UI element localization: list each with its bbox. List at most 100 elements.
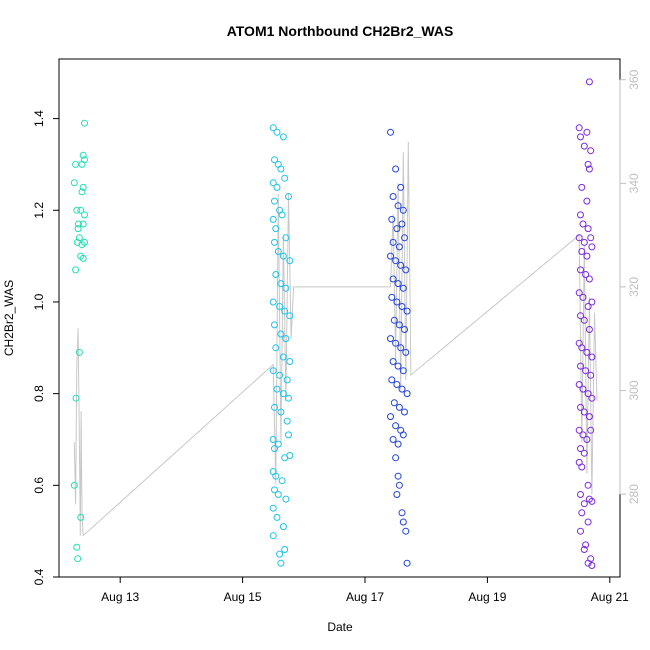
data-point-series-4 (588, 243, 596, 251)
data-point-series-4 (583, 252, 591, 260)
data-point-series-2 (272, 344, 280, 352)
data-point-series-4 (578, 509, 586, 517)
data-point-series-4 (577, 133, 584, 141)
data-point-series-4 (583, 348, 591, 356)
data-point-series-2 (269, 124, 277, 132)
x-tick-label: Aug 15 (224, 590, 262, 604)
data-point-series-3 (387, 252, 394, 260)
data-point-series-1 (79, 220, 87, 228)
data-point-series-4 (578, 248, 586, 255)
data-point-series-4 (579, 431, 587, 439)
data-point-series-2 (285, 431, 292, 439)
x-tick-label: Aug 19 (468, 590, 506, 604)
data-point-series-4 (584, 518, 592, 526)
data-point-series-2 (286, 257, 294, 265)
data-point-series-2 (282, 495, 290, 503)
data-point-series-2 (274, 491, 282, 498)
data-point-series-2 (276, 550, 284, 558)
data-point-series-2 (273, 513, 281, 521)
data-point-series-4 (580, 142, 588, 150)
data-point-series-3 (392, 422, 400, 430)
data-point-series-1 (77, 206, 85, 214)
data-point-series-4 (577, 527, 584, 535)
data-point-series-2 (269, 298, 277, 306)
y2-tick-label: 320 (627, 277, 641, 297)
y-tick-label: 0.6 (32, 477, 46, 494)
data-point-series-4 (585, 326, 593, 333)
data-point-series-1 (70, 179, 78, 187)
data-point-series-3 (388, 293, 396, 301)
data-point-series-1 (74, 555, 82, 563)
y-tick-label: 1.0 (32, 293, 46, 310)
data-point-series-1 (70, 481, 78, 489)
data-point-series-2 (279, 353, 287, 361)
data-point-series-4 (585, 413, 593, 421)
data-point-series-2 (269, 504, 277, 512)
data-point-series-2 (279, 252, 287, 260)
y-tick-label: 1.4 (32, 110, 46, 127)
data-point-series-2 (282, 284, 290, 292)
data-point-series-2 (269, 215, 277, 223)
data-point-series-4 (582, 541, 590, 549)
data-point-series-3 (389, 358, 397, 365)
data-point-series-1 (81, 119, 88, 127)
data-point-series-4 (583, 436, 591, 443)
data-point-series-2 (278, 211, 286, 219)
data-point-series-3 (388, 215, 396, 223)
data-point-series-4 (580, 449, 588, 457)
data-point-series-4 (580, 408, 588, 416)
data-point-series-3 (401, 326, 408, 333)
data-point-series-4 (575, 234, 583, 242)
data-point-series-1 (78, 188, 86, 196)
data-point-series-4 (584, 481, 592, 489)
data-point-series-3 (395, 243, 403, 251)
data-point-series-3 (397, 344, 405, 352)
x-tick-label: Aug 13 (101, 590, 139, 604)
data-point-series-4 (575, 426, 583, 434)
data-point-series-4 (580, 546, 588, 553)
data-point-series-3 (398, 220, 406, 228)
data-point-series-3 (401, 408, 408, 416)
data-point-series-2 (282, 335, 290, 343)
data-point-series-3 (403, 559, 411, 567)
data-point-series-3 (394, 202, 402, 210)
data-point-series-1 (79, 151, 87, 159)
data-point-series-2 (281, 174, 289, 182)
data-point-series-4 (587, 555, 595, 563)
data-point-series-2 (282, 234, 290, 242)
data-point-series-2 (269, 532, 277, 540)
data-point-series-2 (273, 128, 281, 136)
data-point-series-2 (271, 445, 278, 453)
data-point-series-4 (579, 293, 587, 301)
data-point-series-4 (588, 562, 596, 569)
data-point-series-4 (577, 403, 584, 411)
data-point-series-1 (72, 266, 80, 274)
data-point-series-3 (389, 275, 397, 283)
y-axis-label: CH2Br2_WAS (2, 280, 16, 356)
data-point-series-4 (575, 289, 583, 297)
data-point-series-4 (575, 381, 583, 388)
data-point-series-3 (389, 436, 397, 443)
data-point-series-3 (395, 481, 403, 489)
data-point-series-4 (584, 559, 592, 567)
data-point-series-4 (584, 160, 592, 168)
data-point-series-2 (277, 165, 285, 173)
data-point-series-1 (74, 225, 82, 233)
data-point-series-2 (271, 321, 278, 329)
data-point-series-2 (277, 408, 285, 416)
data-point-series-2 (274, 248, 282, 255)
data-point-series-3 (394, 362, 402, 370)
data-point-series-3 (394, 440, 402, 448)
data-point-series-2 (273, 385, 281, 393)
data-point-series-4 (585, 275, 593, 283)
data-point-series-3 (395, 321, 403, 329)
data-point-series-2 (283, 417, 291, 425)
data-point-series-1 (72, 160, 80, 168)
data-point-series-2 (271, 486, 278, 494)
data-point-series-2 (276, 371, 284, 379)
data-point-series-4 (578, 463, 586, 471)
data-point-series-2 (271, 156, 278, 164)
data-point-series-2 (279, 523, 287, 531)
data-point-series-2 (279, 133, 287, 141)
data-point-series-4 (578, 344, 586, 352)
